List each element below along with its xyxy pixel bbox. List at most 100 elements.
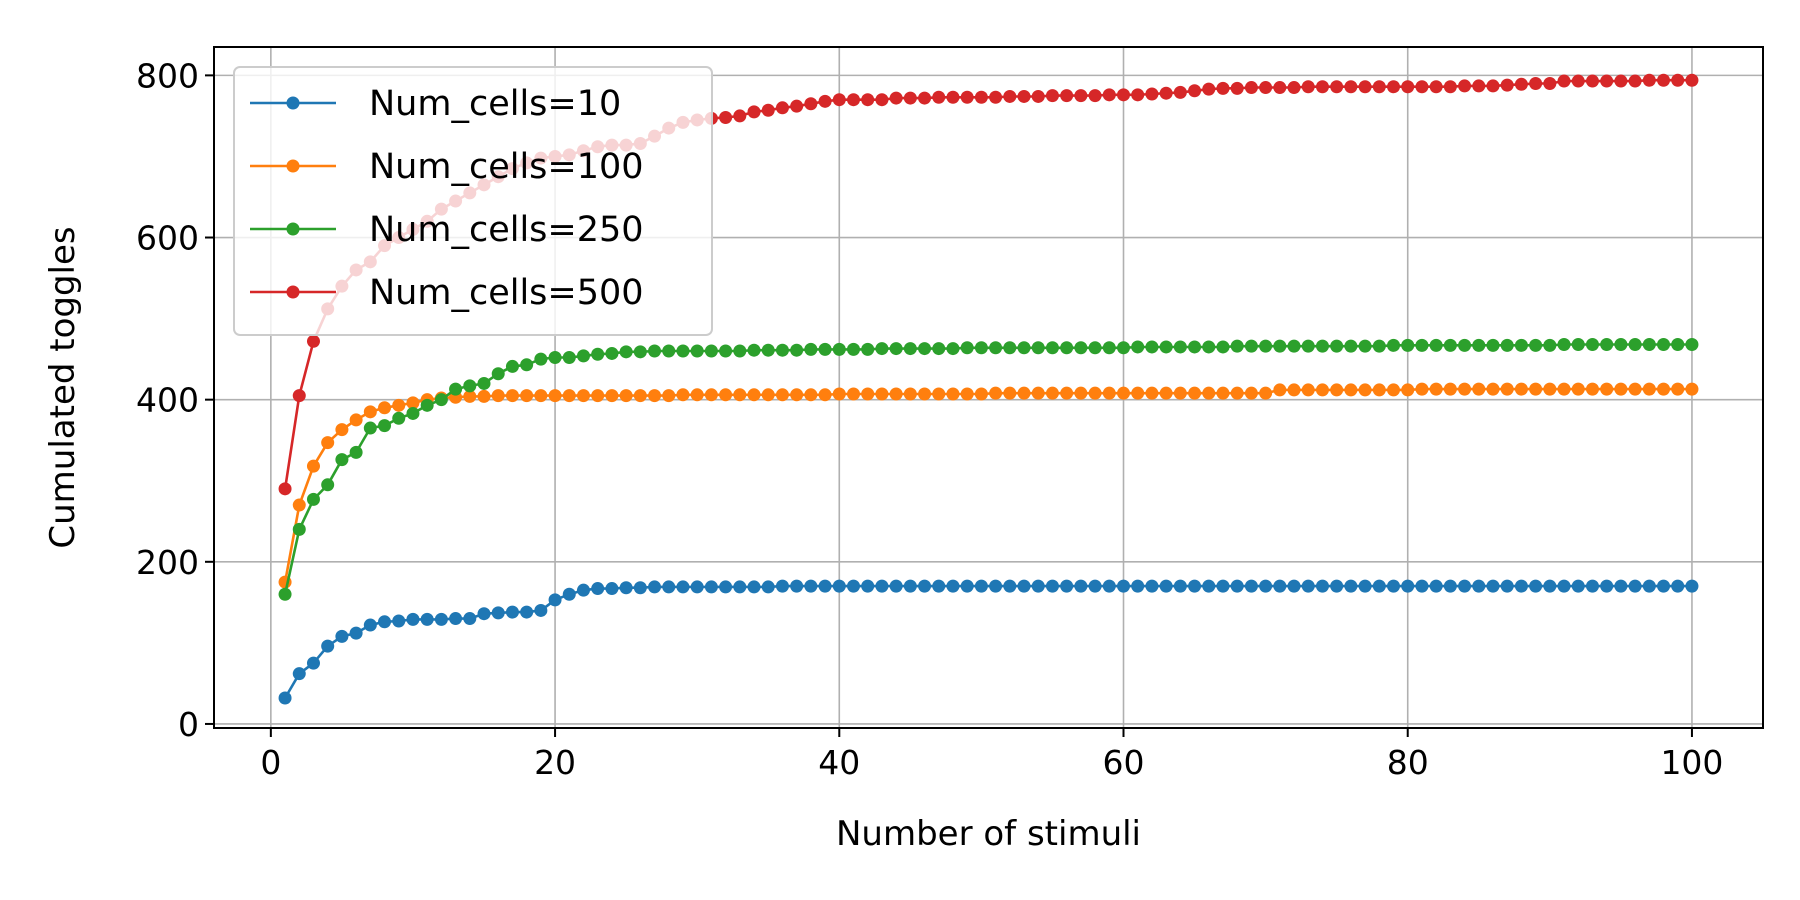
data-point bbox=[363, 405, 377, 419]
data-point bbox=[1017, 579, 1031, 593]
data-point bbox=[903, 579, 917, 593]
data-point bbox=[1330, 80, 1344, 94]
data-point bbox=[1657, 338, 1671, 352]
data-point bbox=[1330, 339, 1344, 353]
data-point bbox=[1614, 338, 1628, 352]
data-point bbox=[349, 626, 363, 640]
data-point bbox=[576, 583, 590, 597]
data-point bbox=[633, 581, 647, 595]
data-point bbox=[719, 344, 733, 358]
y-tick-label: 0 bbox=[178, 705, 199, 744]
data-point bbox=[918, 91, 932, 105]
data-point bbox=[1188, 340, 1202, 354]
series-3 bbox=[278, 338, 1699, 601]
data-point bbox=[818, 579, 832, 593]
data-point bbox=[790, 388, 804, 402]
data-point bbox=[960, 387, 974, 401]
legend-item: Num_cells=250 bbox=[250, 210, 644, 250]
data-point bbox=[846, 93, 860, 107]
data-point bbox=[1628, 338, 1642, 352]
data-point bbox=[1543, 76, 1557, 90]
data-point bbox=[1131, 88, 1145, 102]
data-point bbox=[520, 605, 534, 619]
series-2 bbox=[278, 382, 1699, 589]
data-point bbox=[946, 387, 960, 401]
data-point bbox=[1557, 382, 1571, 396]
data-point bbox=[1514, 382, 1528, 396]
data-point bbox=[1685, 73, 1699, 87]
data-point bbox=[832, 93, 846, 107]
data-point bbox=[1344, 339, 1358, 353]
data-point bbox=[576, 349, 590, 363]
data-point bbox=[1671, 338, 1685, 352]
legend-item: Num_cells=10 bbox=[250, 84, 621, 124]
data-point bbox=[392, 411, 406, 425]
data-point bbox=[1244, 339, 1258, 353]
data-point bbox=[761, 103, 775, 117]
data-point bbox=[946, 579, 960, 593]
data-point bbox=[1145, 87, 1159, 101]
data-point bbox=[790, 99, 804, 113]
data-point bbox=[1358, 383, 1372, 397]
data-point bbox=[1060, 579, 1074, 593]
data-point bbox=[761, 388, 775, 402]
data-point bbox=[690, 344, 704, 358]
data-point bbox=[1486, 338, 1500, 352]
data-point bbox=[306, 492, 320, 506]
data-point bbox=[1372, 80, 1386, 94]
data-point bbox=[534, 603, 548, 617]
data-point bbox=[960, 579, 974, 593]
data-point bbox=[1188, 386, 1202, 400]
data-point bbox=[875, 93, 889, 107]
x-tick-label: 80 bbox=[1387, 743, 1429, 782]
data-point bbox=[378, 419, 392, 433]
data-point bbox=[1472, 338, 1486, 352]
data-point bbox=[1571, 74, 1585, 88]
data-point bbox=[1387, 80, 1401, 94]
data-point bbox=[1088, 89, 1102, 103]
data-point bbox=[1387, 338, 1401, 352]
data-point bbox=[1003, 89, 1017, 103]
data-point bbox=[292, 522, 306, 536]
data-point bbox=[1259, 81, 1273, 95]
series-1 bbox=[278, 579, 1699, 705]
data-point bbox=[804, 388, 818, 402]
data-point bbox=[775, 579, 789, 593]
data-point bbox=[1017, 386, 1031, 400]
data-point bbox=[1315, 80, 1329, 94]
data-point bbox=[676, 388, 690, 402]
data-point bbox=[1443, 80, 1457, 94]
data-point bbox=[747, 580, 761, 594]
data-point bbox=[477, 376, 491, 390]
data-point bbox=[1358, 579, 1372, 593]
data-point bbox=[1614, 74, 1628, 88]
data-point bbox=[1315, 383, 1329, 397]
data-point bbox=[974, 341, 988, 355]
data-point bbox=[1074, 89, 1088, 103]
x-axis-label: Number of stimuli bbox=[836, 814, 1141, 854]
legend-label: Num_cells=10 bbox=[369, 84, 621, 124]
data-point bbox=[477, 389, 491, 403]
data-point bbox=[1145, 579, 1159, 593]
data-point bbox=[889, 342, 903, 356]
data-point bbox=[918, 342, 932, 356]
y-tick-label: 200 bbox=[136, 543, 199, 582]
data-point bbox=[1088, 341, 1102, 355]
data-point bbox=[1458, 579, 1472, 593]
data-point bbox=[733, 344, 747, 358]
data-point bbox=[1500, 382, 1514, 396]
data-point bbox=[676, 580, 690, 594]
data-point bbox=[1415, 338, 1429, 352]
data-point bbox=[321, 639, 335, 653]
data-point bbox=[1102, 341, 1116, 355]
data-point bbox=[960, 341, 974, 355]
data-point bbox=[761, 580, 775, 594]
data-point bbox=[491, 606, 505, 620]
data-point bbox=[335, 629, 349, 643]
x-tick-label: 0 bbox=[260, 743, 281, 782]
data-point bbox=[1358, 80, 1372, 94]
data-point bbox=[1131, 340, 1145, 354]
data-point bbox=[420, 612, 434, 626]
data-point bbox=[1685, 382, 1699, 396]
data-point bbox=[1415, 80, 1429, 94]
